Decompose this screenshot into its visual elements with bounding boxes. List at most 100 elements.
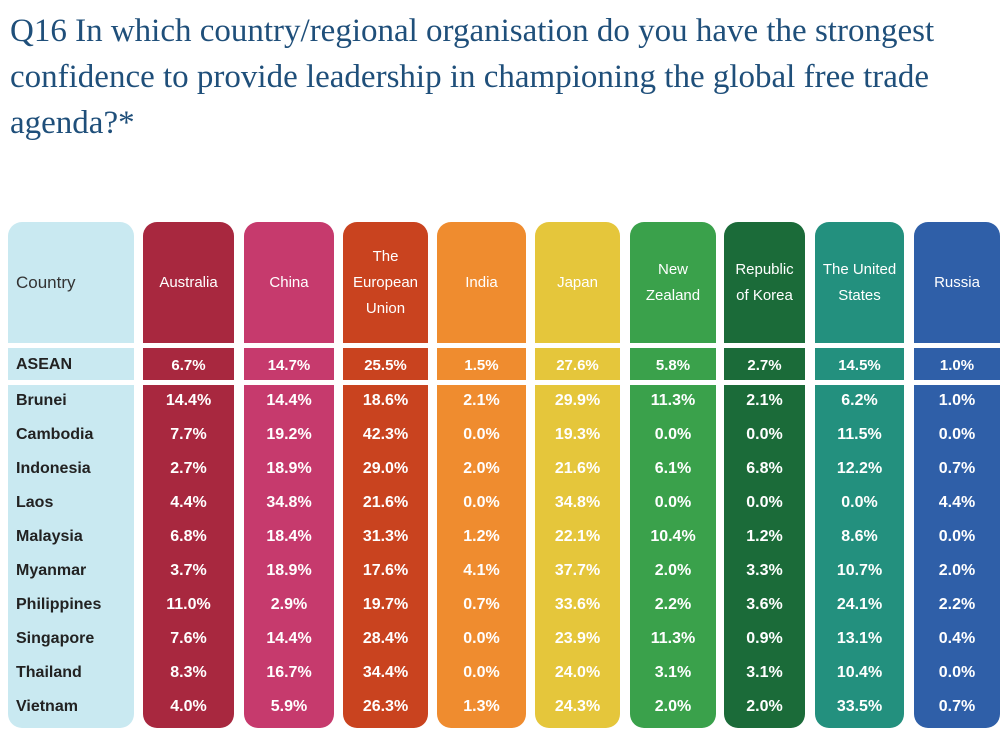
cell: 3.3% — [746, 562, 783, 579]
cell: 8.3% — [170, 664, 207, 681]
column-background — [343, 222, 428, 728]
cell: 2.1% — [463, 392, 500, 409]
cell: 6.1% — [654, 460, 692, 477]
cell: 1.0% — [939, 356, 975, 374]
cell: 2.0% — [746, 698, 783, 715]
cell: 11.3% — [650, 630, 696, 647]
row-label: Brunei — [16, 392, 67, 409]
cell: 3.1% — [746, 664, 783, 681]
cell: 6.7% — [171, 356, 206, 374]
cell: 0.0% — [463, 664, 500, 681]
cell: 24.3% — [554, 698, 601, 715]
cell: 4.4% — [938, 494, 976, 511]
cell: 22.1% — [554, 528, 601, 545]
row-label: Thailand — [16, 664, 82, 681]
cell: 12.2% — [836, 460, 883, 477]
row-label: ASEAN — [16, 356, 73, 373]
separator — [0, 380, 1006, 385]
cell: 25.5% — [364, 356, 407, 374]
cell: 1.5% — [464, 356, 499, 374]
column-header: The United States — [822, 261, 897, 304]
column-header: The European Union — [352, 248, 419, 317]
cell: 31.3% — [362, 528, 409, 545]
cell: 14.5% — [838, 356, 881, 374]
cell: 21.6% — [362, 494, 409, 511]
cell: 0.7% — [938, 698, 976, 715]
cell: 23.9% — [554, 630, 601, 647]
cell: 0.0% — [746, 426, 783, 443]
column-background — [437, 222, 526, 728]
cell: 0.4% — [938, 630, 976, 647]
cell: 14.4% — [266, 630, 312, 647]
cell: 0.0% — [654, 426, 692, 443]
column-header: Russia — [934, 274, 980, 291]
cell: 18.9% — [266, 562, 312, 579]
cell: 13.1% — [836, 630, 883, 647]
row-label: Myanmar — [16, 562, 87, 579]
cell: 18.4% — [266, 528, 312, 545]
cell: 2.1% — [746, 392, 783, 409]
cell: 3.1% — [654, 664, 692, 681]
column-header: China — [269, 274, 309, 291]
cell: 0.7% — [463, 596, 500, 613]
cell: 14.4% — [266, 392, 312, 409]
cell: 0.0% — [938, 426, 976, 443]
cell: 2.7% — [170, 460, 207, 477]
cell: 8.6% — [841, 528, 878, 545]
row-label: Malaysia — [16, 528, 83, 545]
column-header: Australia — [159, 274, 218, 291]
row-label: Philippines — [16, 596, 102, 613]
cell: 2.9% — [270, 596, 308, 613]
cell: 2.0% — [654, 698, 692, 715]
cell: 2.0% — [654, 562, 692, 579]
separator — [0, 343, 1006, 348]
cell: 4.0% — [170, 698, 207, 715]
column-background — [914, 222, 1000, 728]
cell: 19.7% — [362, 596, 409, 613]
column-header: Country — [16, 273, 76, 292]
cell: 19.2% — [266, 426, 312, 443]
cell: 1.0% — [938, 392, 976, 409]
cell: 29.9% — [554, 392, 601, 409]
cell: 28.4% — [362, 630, 409, 647]
cell: 2.2% — [654, 596, 692, 613]
cell: 3.6% — [746, 596, 783, 613]
cell: 11.5% — [837, 426, 882, 443]
cell: 34.4% — [362, 664, 409, 681]
cell: 0.0% — [463, 426, 500, 443]
cell: 16.7% — [266, 664, 312, 681]
cell: 26.3% — [362, 698, 409, 715]
cell: 1.2% — [746, 528, 783, 545]
cell: 11.3% — [650, 392, 696, 409]
cell: 7.7% — [170, 426, 207, 443]
cell: 19.3% — [554, 426, 601, 443]
cell: 33.6% — [554, 596, 601, 613]
cell: 0.0% — [746, 494, 783, 511]
cell: 1.2% — [463, 528, 500, 545]
cell: 29.0% — [362, 460, 409, 477]
cell: 17.6% — [362, 562, 409, 579]
cell: 7.6% — [170, 630, 207, 647]
cell: 14.7% — [267, 356, 311, 374]
column-header: Japan — [557, 274, 598, 291]
cell: 0.0% — [841, 494, 878, 511]
cell: 4.1% — [463, 562, 500, 579]
cell: 18.6% — [362, 392, 409, 409]
cell: 0.9% — [746, 630, 783, 647]
column-header: Republic of Korea — [735, 261, 794, 304]
cell: 2.0% — [463, 460, 500, 477]
cell: 2.2% — [938, 596, 976, 613]
cell: 0.0% — [463, 630, 500, 647]
row-label: Cambodia — [16, 426, 94, 443]
cell: 3.7% — [170, 562, 207, 579]
column-background — [8, 222, 134, 728]
column-background — [535, 222, 620, 728]
cell: 34.8% — [554, 494, 601, 511]
cell: 10.7% — [836, 562, 883, 579]
cell: 24.0% — [554, 664, 601, 681]
column-background — [630, 222, 716, 728]
cell: 10.4% — [836, 664, 883, 681]
cell: 0.0% — [654, 494, 692, 511]
row-label: Indonesia — [16, 460, 91, 477]
